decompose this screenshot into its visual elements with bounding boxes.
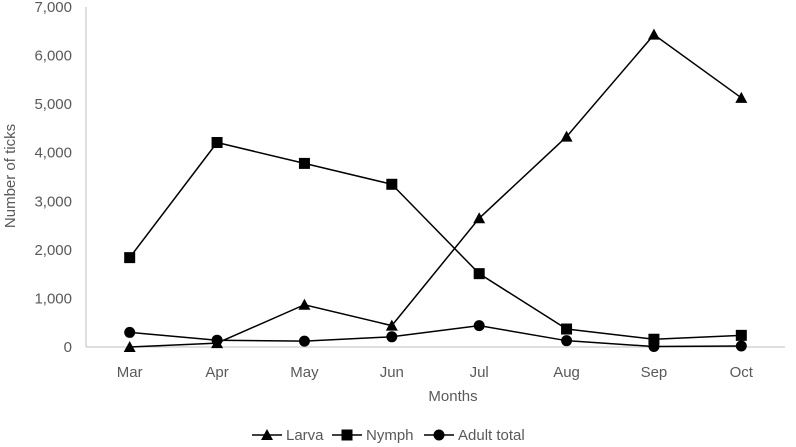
- x-tick-label: Sep: [641, 364, 668, 381]
- legend-marker: [261, 429, 273, 440]
- y-tick-label: 0: [64, 339, 72, 356]
- data-point-nymph: [648, 333, 660, 345]
- data-point-larva: [473, 212, 486, 224]
- y-tick-label: 1,000: [34, 290, 72, 307]
- legend-marker: [433, 429, 445, 441]
- data-point-nymph: [211, 137, 223, 149]
- series-line-nymph: [129, 141, 742, 340]
- data-point-larva: [735, 91, 748, 103]
- x-tick-label: Apr: [205, 364, 228, 381]
- x-tick-label: Oct: [730, 364, 754, 381]
- legend-item-larva: Larva: [252, 427, 324, 444]
- data-point-larva: [385, 319, 398, 331]
- data-point-adult-total: [124, 326, 136, 338]
- series-adult-total: [124, 320, 747, 353]
- series-layer: [123, 28, 748, 353]
- series-larva: [123, 28, 748, 352]
- legend-label: Adult total: [458, 427, 525, 444]
- x-axis-title: Months: [428, 388, 477, 405]
- x-axis: Mar Apr May Jun Jul Aug Sep Oct: [86, 346, 785, 381]
- data-point-adult-total: [211, 334, 223, 346]
- legend-marker: [341, 429, 353, 441]
- data-point-adult-total: [386, 331, 398, 343]
- x-tick-label: Jun: [380, 364, 404, 381]
- y-axis: 0 1,000 2,000 3,000 4,000 5,000 6,000 7,000: [34, 0, 87, 356]
- data-point-larva: [298, 298, 311, 310]
- data-point-nymph: [735, 329, 747, 341]
- data-point-adult-total: [648, 341, 660, 353]
- y-tick-label: 2,000: [34, 242, 72, 259]
- data-point-nymph: [386, 178, 398, 190]
- y-tick-label: 4,000: [34, 145, 72, 162]
- data-point-nymph: [473, 268, 485, 280]
- legend: Larva Nymph Adult total: [252, 427, 525, 444]
- data-point-adult-total: [561, 335, 573, 347]
- x-tick-label: Jul: [470, 364, 489, 381]
- data-point-nymph: [124, 252, 136, 264]
- y-tick-label: 3,000: [34, 193, 72, 210]
- series-line-larva: [129, 33, 742, 348]
- data-point-larva: [123, 341, 136, 352]
- series-nymph: [124, 137, 747, 345]
- y-tick-label: 7,000: [34, 0, 72, 16]
- y-axis-title: Number of ticks: [2, 124, 19, 228]
- data-point-adult-total: [298, 335, 310, 347]
- legend-item-adult-total: Adult total: [424, 427, 525, 444]
- legend-label: Nymph: [366, 427, 414, 444]
- data-point-nymph: [561, 323, 573, 335]
- legend-label: Larva: [286, 427, 324, 444]
- y-tick-label: 5,000: [34, 96, 72, 113]
- series-line-adult-total: [129, 324, 742, 348]
- x-tick-label: May: [290, 364, 319, 381]
- x-tick-label: Mar: [117, 364, 143, 381]
- data-point-larva: [647, 28, 660, 40]
- legend-item-nymph: Nymph: [332, 427, 414, 444]
- x-tick-label: Aug: [553, 364, 580, 381]
- data-point-adult-total: [473, 320, 485, 332]
- data-point-larva: [560, 130, 573, 142]
- data-point-nymph: [298, 157, 310, 169]
- y-tick-label: 6,000: [34, 48, 72, 65]
- data-point-adult-total: [735, 340, 747, 352]
